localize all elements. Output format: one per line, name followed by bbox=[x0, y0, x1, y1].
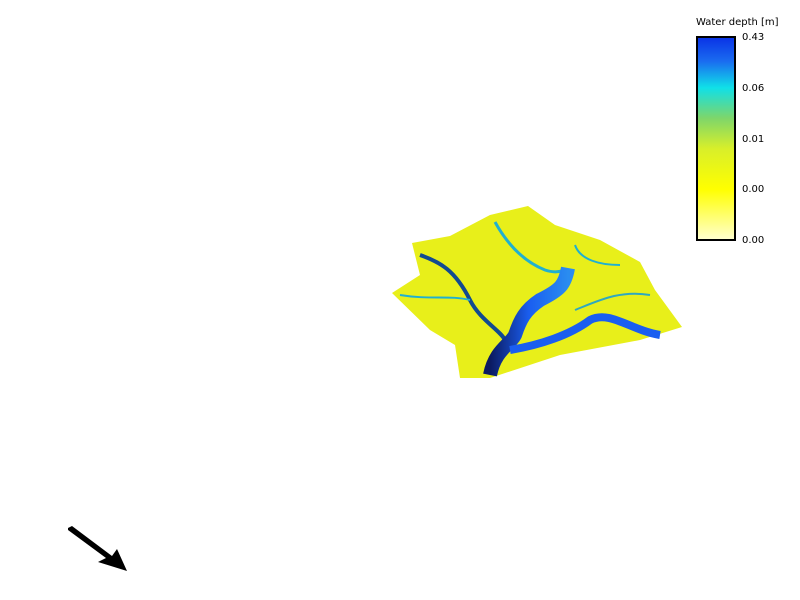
color-bar bbox=[696, 36, 736, 241]
north-arrow bbox=[68, 526, 127, 571]
channel bbox=[574, 292, 651, 311]
color-legend: Water depth [m] 0.43 0.06 0.01 0.00 0.00 bbox=[696, 17, 779, 246]
legend-tick: 0.06 bbox=[742, 83, 764, 94]
legend-tick: 0.43 bbox=[742, 32, 764, 43]
legend-tick: 0.00 bbox=[742, 235, 764, 246]
legend-title: Water depth [m] bbox=[696, 17, 779, 28]
channel bbox=[399, 294, 471, 301]
channel bbox=[509, 313, 661, 354]
legend-tick: 0.01 bbox=[742, 134, 764, 145]
main-channel bbox=[483, 266, 575, 377]
terrain-surface bbox=[392, 206, 682, 378]
legend-tick: 0.00 bbox=[742, 184, 764, 195]
terrain bbox=[392, 206, 682, 378]
channel bbox=[574, 244, 621, 266]
